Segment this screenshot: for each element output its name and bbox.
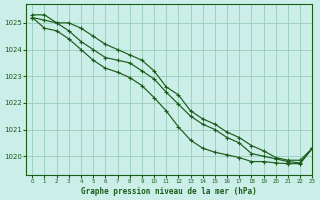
X-axis label: Graphe pression niveau de la mer (hPa): Graphe pression niveau de la mer (hPa) bbox=[81, 187, 257, 196]
